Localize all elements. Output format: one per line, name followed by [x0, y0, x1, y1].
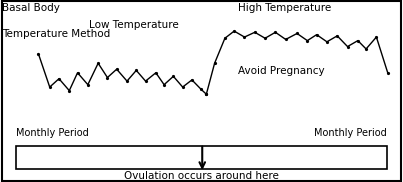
Text: Low Temperature: Low Temperature — [89, 20, 179, 30]
Text: Temperature Method: Temperature Method — [2, 29, 110, 39]
Text: Avoid Pregnancy: Avoid Pregnancy — [238, 66, 324, 76]
Text: Basal Body: Basal Body — [2, 3, 60, 13]
Text: Ovulation occurs around here: Ovulation occurs around here — [124, 171, 279, 181]
Text: High Temperature: High Temperature — [238, 3, 331, 13]
Text: Monthly Period: Monthly Period — [16, 128, 89, 138]
Text: Monthly Period: Monthly Period — [314, 128, 387, 138]
